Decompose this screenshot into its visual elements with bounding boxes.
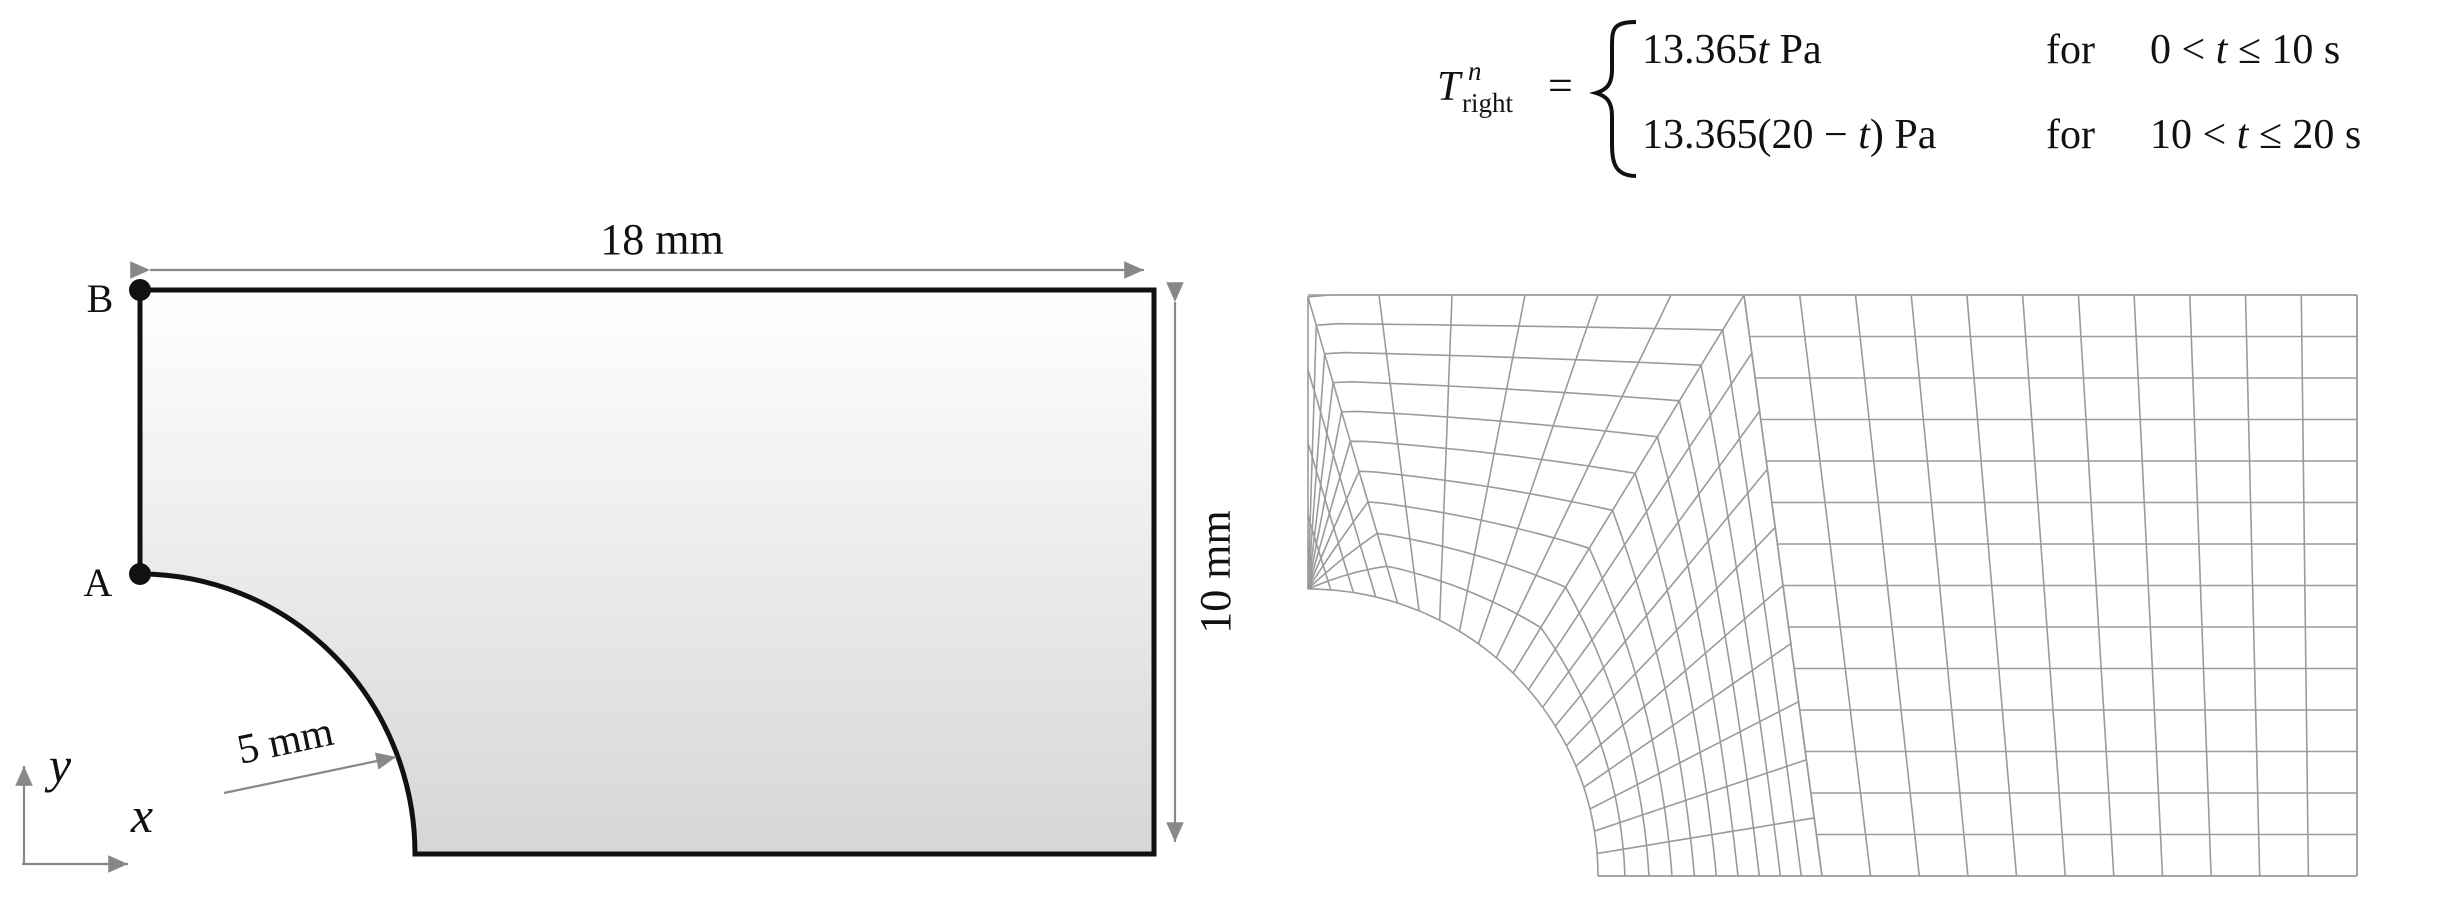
formula-case-1-condition: 0 < t ≤ 10 s: [2150, 27, 2340, 73]
mesh-ring: [1307, 351, 1782, 877]
mesh-spoke: [1554, 468, 1769, 727]
formula-lhs-superscript: n: [1468, 56, 1482, 86]
radius-dimension-label: 5 mm: [233, 709, 338, 774]
width-dimension-label: 18 mm: [600, 215, 723, 264]
mesh-ring: [1307, 470, 1696, 877]
point-a-label: A: [84, 560, 113, 605]
mesh-column-line: [1910, 294, 1969, 877]
mesh-column-line: [2244, 294, 2261, 877]
formula-case-2-for: for: [2046, 112, 2095, 158]
mesh-ring: [1307, 294, 1823, 877]
formula-case-1-for: for: [2046, 27, 2095, 73]
mesh-ring: [1307, 410, 1739, 877]
formula-case-1-expression: 13.365t Pa: [1642, 27, 1822, 73]
mesh-spoke: [1438, 294, 1453, 621]
mesh-column-line: [2189, 294, 2212, 877]
mesh-column-line: [2133, 294, 2164, 877]
formula-lhs-symbol: T: [1437, 64, 1463, 110]
mesh-spoke: [1594, 759, 1807, 832]
point-b-label: B: [87, 276, 114, 321]
mesh-column-line: [2021, 294, 2066, 877]
mesh-spoke: [1495, 294, 1672, 659]
mesh-ring: [1307, 440, 1718, 877]
radius-dimension-line: [223, 752, 397, 795]
formula-case-2-condition: 10 < t ≤ 20 s: [2150, 112, 2361, 158]
point-a-marker: [129, 563, 151, 585]
plate-shape: [137, 287, 1157, 857]
mesh-ring: [1307, 322, 1803, 877]
mesh-spoke: [1458, 294, 1526, 632]
mesh-ring: [1307, 565, 1626, 877]
mesh-diagram: [1307, 294, 2358, 877]
mesh-ring: [1307, 501, 1673, 877]
mesh-column-line: [1966, 294, 2018, 877]
formula-lhs-subscript: right: [1462, 88, 1513, 118]
traction-formula: T n right = 13.365t Pa for 0 < t ≤ 10 s …: [1437, 20, 2361, 178]
mesh-spoke: [1512, 294, 1745, 674]
mesh-column-line: [1798, 294, 1872, 877]
mesh-spoke: [1596, 817, 1815, 855]
mesh-ring: [1307, 380, 1761, 877]
formula-brace: [1589, 20, 1637, 178]
point-b-marker: [129, 279, 151, 301]
formula-equals: =: [1548, 61, 1573, 110]
x-axis-label: x: [130, 787, 153, 843]
mesh-ring: [1307, 532, 1650, 877]
geometry-diagram: 18 mm 10 mm 5 mm B A y x: [15, 215, 1240, 873]
mesh-spoke: [1378, 294, 1420, 611]
mesh-column-line: [2300, 294, 2310, 877]
mesh-spoke: [1477, 294, 1599, 645]
formula-case-2-expression: 13.365(20 − t) Pa: [1642, 112, 1937, 158]
mesh-spoke: [1541, 410, 1761, 708]
mesh-ring: [1307, 588, 1599, 877]
mesh-column-line: [1854, 294, 1921, 877]
y-axis-label: y: [44, 737, 72, 793]
mesh-column-line: [2077, 294, 2115, 877]
coordinate-axes: y x: [15, 737, 153, 873]
height-dimension-label: 10 mm: [1191, 510, 1240, 633]
mesh-column-line: [1743, 294, 1823, 877]
